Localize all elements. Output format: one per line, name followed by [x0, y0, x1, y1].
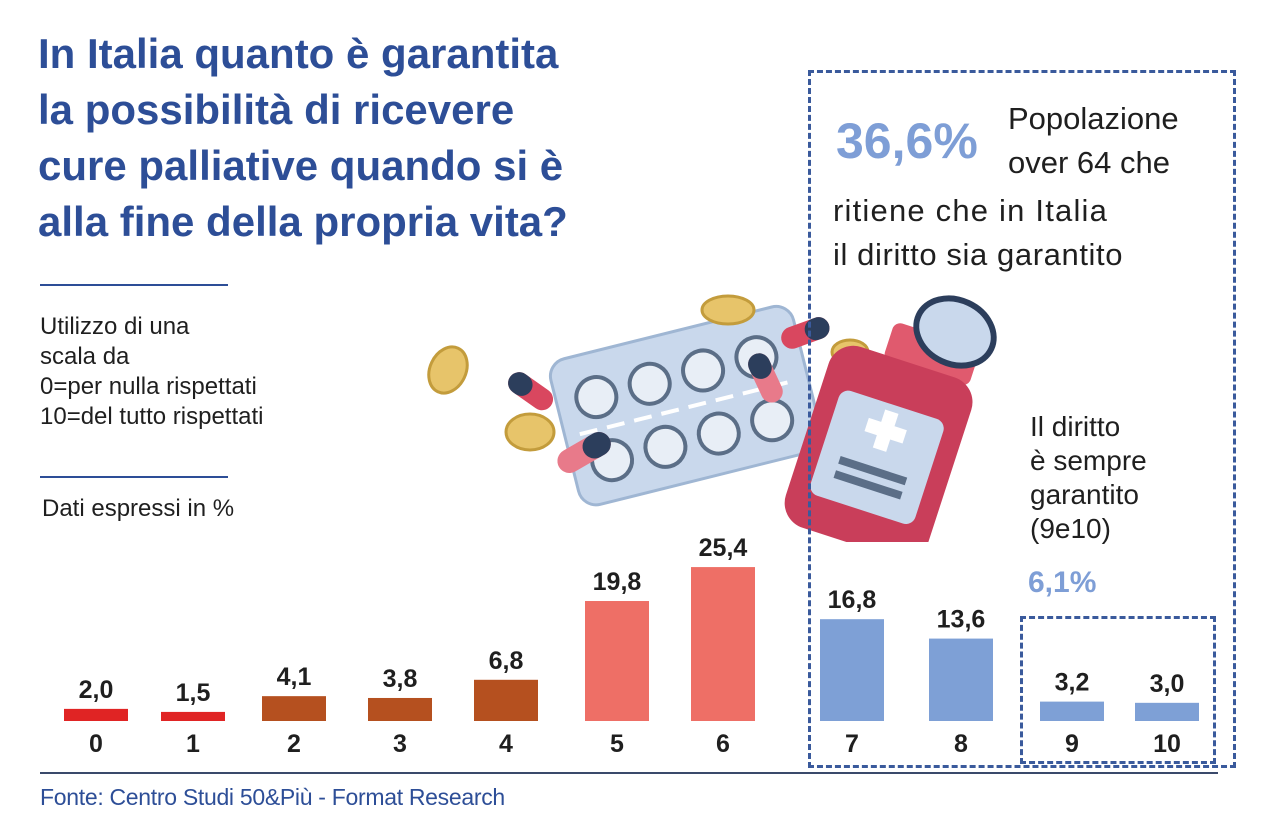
value-label-4: 6,8	[489, 647, 524, 675]
bar-0	[64, 708, 128, 721]
highlight-box	[808, 70, 1236, 768]
always-guaranteed-value: 6,1%	[1028, 566, 1097, 599]
value-label-6: 25,4	[699, 534, 748, 562]
bar-6	[691, 567, 755, 721]
category-label-3: 3	[393, 730, 407, 758]
bar-3	[368, 697, 432, 721]
always-guaranteed-box	[1020, 616, 1216, 764]
always-guaranteed-note: Il diritto è sempre garantito (9e10)	[1030, 411, 1147, 544]
source-note: Fonte: Centro Studi 50&Più - Format Rese…	[40, 784, 505, 810]
bar-2	[262, 696, 326, 721]
category-label-2: 2	[287, 730, 301, 758]
category-label-0: 0	[89, 730, 103, 758]
value-label-1: 1,5	[176, 679, 211, 707]
value-label-5: 19,8	[593, 568, 642, 596]
value-label-9: 3,2	[1055, 669, 1090, 697]
value-label-3: 3,8	[383, 665, 418, 693]
highlight-text-line2: over 64 che	[1008, 145, 1170, 180]
category-label-10: 10	[1153, 730, 1181, 758]
bar-5	[585, 601, 649, 721]
category-label-1: 1	[186, 730, 200, 758]
highlight-text-line4: il diritto sia garantito	[833, 237, 1124, 272]
scale-note: Utilizzo di una scala da 0=per nulla ris…	[40, 313, 264, 430]
category-label-8: 8	[954, 730, 968, 758]
value-label-10: 3,0	[1150, 670, 1185, 698]
highlight-text-line1: Popolazione	[1008, 101, 1179, 136]
bar-4	[474, 679, 538, 721]
bar-10	[1135, 702, 1199, 721]
category-label-4: 4	[499, 730, 513, 758]
bar-9	[1040, 701, 1104, 721]
highlight-text-line3: ritiene che in Italia	[833, 193, 1109, 228]
bar-1	[161, 711, 225, 721]
value-label-0: 2,0	[79, 676, 114, 704]
value-label-2: 4,1	[277, 663, 312, 691]
category-label-6: 6	[716, 730, 730, 758]
category-label-7: 7	[845, 730, 859, 758]
unit-note: Dati espressi in %	[42, 495, 235, 522]
medicine-illustration-icon	[427, 294, 997, 542]
source-divider	[40, 772, 1218, 774]
chart-title: In Italia quanto è garantita la possibil…	[38, 30, 568, 245]
highlight-value: 36,6%	[836, 113, 978, 169]
divider-top	[40, 284, 228, 286]
category-label-5: 5	[610, 730, 624, 758]
bar-7	[820, 619, 884, 721]
bar-8	[929, 638, 993, 721]
value-label-7: 16,8	[828, 586, 877, 614]
value-label-8: 13,6	[937, 606, 986, 634]
category-label-9: 9	[1065, 730, 1079, 758]
divider-bottom	[40, 476, 228, 478]
